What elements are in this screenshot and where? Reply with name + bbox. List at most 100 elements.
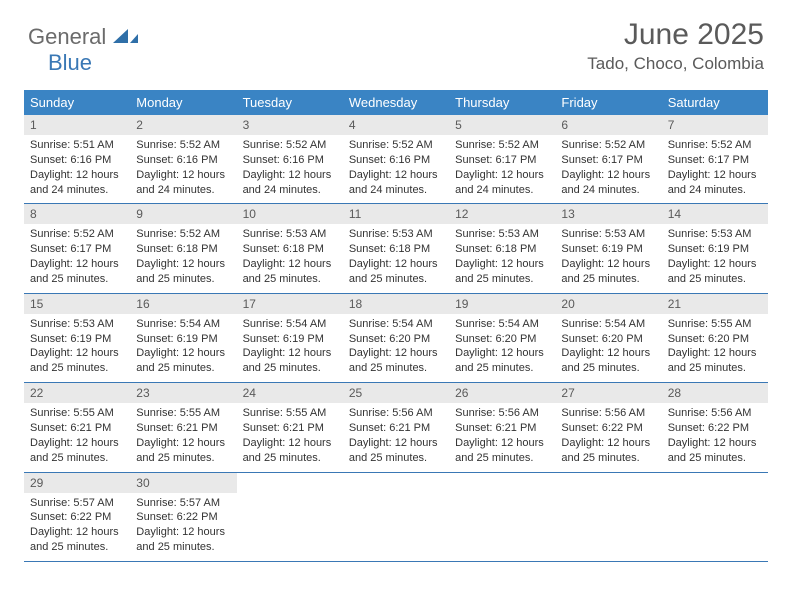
day-content: Sunrise: 5:52 AMSunset: 6:17 PMDaylight:…: [662, 138, 768, 197]
daylight-text: Daylight: 12 hours and 25 minutes.: [30, 436, 124, 466]
daylight-text: Daylight: 12 hours and 25 minutes.: [136, 257, 230, 287]
day-content: Sunrise: 5:52 AMSunset: 6:17 PMDaylight:…: [449, 138, 555, 197]
weekday-header: Sunday: [24, 90, 130, 115]
weekday-header: Saturday: [662, 90, 768, 115]
calendar-day: 7Sunrise: 5:52 AMSunset: 6:17 PMDaylight…: [662, 115, 768, 203]
sunrise-text: Sunrise: 5:52 AM: [243, 138, 337, 153]
calendar-day: 6Sunrise: 5:52 AMSunset: 6:17 PMDaylight…: [555, 115, 661, 203]
day-number: 27: [555, 383, 661, 403]
daylight-text: Daylight: 12 hours and 25 minutes.: [30, 346, 124, 376]
day-content: Sunrise: 5:53 AMSunset: 6:18 PMDaylight:…: [449, 227, 555, 286]
sunset-text: Sunset: 6:19 PM: [668, 242, 762, 257]
calendar-day: 5 Sunrise: 5:52 AMSunset: 6:17 PMDaylight…: [449, 115, 555, 203]
calendar-day: 3Sunrise: 5:52 AMSunset: 6:16 PMDaylight…: [237, 115, 343, 203]
sunrise-text: Sunrise: 5:52 AM: [455, 138, 549, 153]
weekday-header: Friday: [555, 90, 661, 115]
day-content: Sunrise: 5:52 AMSunset: 6:17 PMDaylight:…: [24, 227, 130, 286]
day-content: Sunrise: 5:56 AMSunset: 6:21 PMDaylight:…: [343, 406, 449, 465]
day-content: Sunrise: 5:56 AMSunset: 6:22 PMDaylight:…: [662, 406, 768, 465]
calendar-day: 9Sunrise: 5:52 AMSunset: 6:18 PMDaylight…: [130, 204, 236, 292]
sunset-text: Sunset: 6:19 PM: [243, 332, 337, 347]
sunset-text: Sunset: 6:21 PM: [136, 421, 230, 436]
day-number: 5: [449, 115, 555, 135]
calendar-day: 14Sunrise: 5:53 AMSunset: 6:19 PMDayligh…: [662, 204, 768, 292]
day-content: Sunrise: 5:53 AMSunset: 6:19 PMDaylight:…: [555, 227, 661, 286]
calendar-day: 4Sunrise: 5:52 AMSunset: 6:16 PMDaylight…: [343, 115, 449, 203]
calendar-day: 29Sunrise: 5:57 AMSunset: 6:22 PMDayligh…: [24, 473, 130, 561]
sunset-text: Sunset: 6:20 PM: [668, 332, 762, 347]
calendar-day: 20 Sunrise: 5:54 AMSunset: 6:20 PMDayligh…: [555, 294, 661, 382]
sunset-text: Sunset: 6:17 PM: [561, 153, 655, 168]
calendar-day: 28 Sunrise: 5:56 AMSunset: 6:22 PMDayligh…: [662, 383, 768, 471]
daylight-text: Daylight: 12 hours and 24 minutes.: [349, 168, 443, 198]
day-content: Sunrise: 5:52 AMSunset: 6:18 PMDaylight:…: [130, 227, 236, 286]
sunrise-text: Sunrise: 5:54 AM: [349, 317, 443, 332]
daylight-text: Daylight: 12 hours and 25 minutes.: [455, 346, 549, 376]
calendar-day: 13 Sunrise: 5:53 AMSunset: 6:19 PMDayligh…: [555, 204, 661, 292]
day-number: 8: [24, 204, 130, 224]
sunset-text: Sunset: 6:19 PM: [30, 332, 124, 347]
month-title: June 2025: [587, 18, 764, 52]
daylight-text: Daylight: 12 hours and 25 minutes.: [243, 257, 337, 287]
sunrise-text: Sunrise: 5:56 AM: [455, 406, 549, 421]
daylight-text: Daylight: 12 hours and 25 minutes.: [455, 436, 549, 466]
day-content: Sunrise: 5:51 AMSunset: 6:16 PMDaylight:…: [24, 138, 130, 197]
sunset-text: Sunset: 6:20 PM: [349, 332, 443, 347]
day-content: Sunrise: 5:52 AMSunset: 6:16 PMDaylight:…: [343, 138, 449, 197]
daylight-text: Daylight: 12 hours and 25 minutes.: [455, 257, 549, 287]
day-number: 20: [555, 294, 661, 314]
day-number: 13: [555, 204, 661, 224]
calendar-day: 26Sunrise: 5:56 AMSunset: 6:21 PMDayligh…: [449, 383, 555, 471]
calendar-week: 1Sunrise: 5:51 AMSunset: 6:16 PMDaylight…: [24, 115, 768, 204]
sunrise-text: Sunrise: 5:53 AM: [243, 227, 337, 242]
sunset-text: Sunset: 6:17 PM: [668, 153, 762, 168]
sunset-text: Sunset: 6:20 PM: [455, 332, 549, 347]
sunset-text: Sunset: 6:22 PM: [668, 421, 762, 436]
calendar-day: 25 Sunrise: 5:56 AMSunset: 6:21 PMDayligh…: [343, 383, 449, 471]
calendar-week: 29Sunrise: 5:57 AMSunset: 6:22 PMDayligh…: [24, 473, 768, 562]
page-header: General Blue June 2025 Tado, Choco, Colo…: [0, 0, 792, 82]
daylight-text: Daylight: 12 hours and 24 minutes.: [243, 168, 337, 198]
daylight-text: Daylight: 12 hours and 25 minutes.: [349, 346, 443, 376]
sunset-text: Sunset: 6:21 PM: [30, 421, 124, 436]
day-number: 25: [343, 383, 449, 403]
day-number: 10: [237, 204, 343, 224]
sunrise-text: Sunrise: 5:51 AM: [30, 138, 124, 153]
daylight-text: Daylight: 12 hours and 25 minutes.: [349, 436, 443, 466]
calendar-day-empty: [555, 473, 661, 561]
daylight-text: Daylight: 12 hours and 24 minutes.: [455, 168, 549, 198]
day-content: Sunrise: 5:53 AMSunset: 6:18 PMDaylight:…: [237, 227, 343, 286]
day-number: 15: [24, 294, 130, 314]
day-number: 18: [343, 294, 449, 314]
sunrise-text: Sunrise: 5:54 AM: [243, 317, 337, 332]
day-content: Sunrise: 5:52 AMSunset: 6:16 PMDaylight:…: [130, 138, 236, 197]
daylight-text: Daylight: 12 hours and 24 minutes.: [561, 168, 655, 198]
day-content: Sunrise: 5:56 AMSunset: 6:22 PMDaylight:…: [555, 406, 661, 465]
sunset-text: Sunset: 6:16 PM: [30, 153, 124, 168]
location-subtitle: Tado, Choco, Colombia: [587, 54, 764, 74]
sunrise-text: Sunrise: 5:53 AM: [561, 227, 655, 242]
calendar-day: 12Sunrise: 5:53 AMSunset: 6:18 PMDayligh…: [449, 204, 555, 292]
sunrise-text: Sunrise: 5:55 AM: [136, 406, 230, 421]
day-number: 1: [24, 115, 130, 135]
calendar-day: 19 Sunrise: 5:54 AMSunset: 6:20 PMDayligh…: [449, 294, 555, 382]
sunset-text: Sunset: 6:18 PM: [349, 242, 443, 257]
sunrise-text: Sunrise: 5:56 AM: [349, 406, 443, 421]
day-content: Sunrise: 5:57 AMSunset: 6:22 PMDaylight:…: [130, 496, 236, 555]
daylight-text: Daylight: 12 hours and 25 minutes.: [561, 436, 655, 466]
day-number: 26: [449, 383, 555, 403]
day-content: Sunrise: 5:54 AMSunset: 6:20 PMDaylight:…: [449, 317, 555, 376]
day-content: Sunrise: 5:54 AMSunset: 6:19 PMDaylight:…: [130, 317, 236, 376]
daylight-text: Daylight: 12 hours and 25 minutes.: [561, 257, 655, 287]
day-number: 2: [130, 115, 236, 135]
daylight-text: Daylight: 12 hours and 24 minutes.: [30, 168, 124, 198]
sunset-text: Sunset: 6:16 PM: [136, 153, 230, 168]
calendar-day: 8 Sunrise: 5:52 AMSunset: 6:17 PMDaylight…: [24, 204, 130, 292]
day-content: Sunrise: 5:55 AMSunset: 6:21 PMDaylight:…: [24, 406, 130, 465]
sunrise-text: Sunrise: 5:52 AM: [136, 227, 230, 242]
logo: General Blue: [28, 24, 139, 76]
day-content: Sunrise: 5:54 AMSunset: 6:20 PMDaylight:…: [555, 317, 661, 376]
calendar-day: 15Sunrise: 5:53 AMSunset: 6:19 PMDayligh…: [24, 294, 130, 382]
day-number: 19: [449, 294, 555, 314]
day-number: 28: [662, 383, 768, 403]
